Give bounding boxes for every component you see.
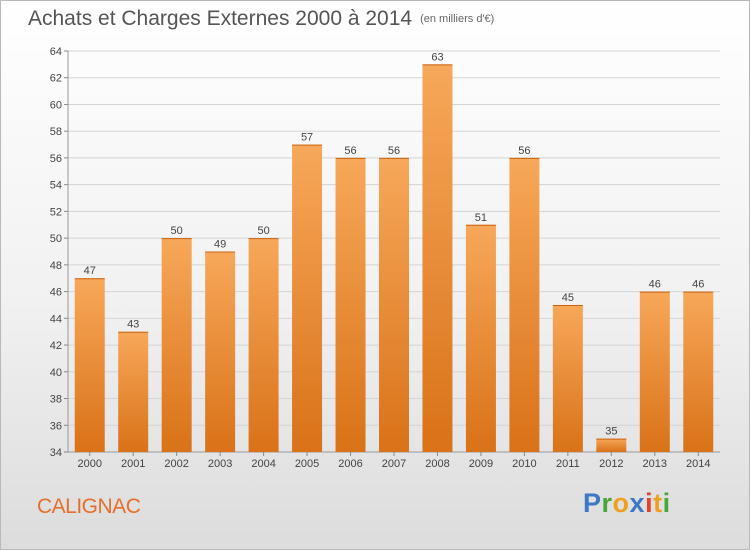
bar-2007 [379,157,409,452]
x-tick-label: 2006 [338,458,362,470]
y-tick-label: 44 [50,313,62,325]
data-labels: 47 43 50 49 50 57 56 56 63 51 56 45 35 46 46 [84,51,705,437]
commune-name: CALIGNAC [37,495,141,518]
chart-title: Achats et Charges Externes 2000 à 2014 (e… [28,7,494,31]
y-tick-label: 42 [50,340,62,352]
bar-2014 [683,291,714,452]
x-tick-label: 2013 [643,458,667,470]
bar-2006 [335,157,366,452]
y-tick-label: 40 [50,367,62,379]
bar-2003 [205,251,236,452]
bar-2005 [292,144,323,453]
data-label: 63 [431,51,443,63]
bar-2004 [248,238,279,452]
data-label: 57 [301,132,313,144]
y-tick-label: 58 [50,126,62,138]
bar-2010 [509,157,540,452]
x-tick-label: 2014 [686,458,710,470]
x-tick-label: 2011 [556,458,580,470]
bar-2012 [596,438,627,452]
y-tick-label: 62 [50,73,62,85]
x-tick-label: 2012 [599,458,623,470]
x-tick-label: 2000 [77,458,101,470]
data-label: 43 [127,319,139,331]
data-label: 45 [562,292,574,304]
proxiti-logo: Proxiti [583,488,671,518]
bar-2009 [465,224,496,452]
data-label: 56 [388,145,400,157]
bar-2000 [74,278,105,452]
y-tick-label: 38 [50,394,62,406]
y-tick-label: 34 [50,447,62,459]
x-tick-label: 2010 [512,458,536,470]
y-tick-label: 54 [50,180,62,192]
y-tick-label: 52 [50,206,62,218]
data-label: 56 [344,145,356,157]
data-label: 47 [84,265,96,277]
data-label: 46 [649,279,661,291]
data-label: 50 [171,225,183,237]
x-tick-label: 2003 [208,458,232,470]
chart-title-text: Achats et Charges Externes 2000 à 2014 [28,7,413,30]
data-label: 51 [475,212,487,224]
y-tick-label: 50 [50,233,62,245]
x-tick-label: 2009 [469,458,493,470]
data-label: 50 [257,225,269,237]
bars [74,64,714,453]
bar-2002 [161,238,192,452]
bar-2013 [639,291,670,452]
data-label: 35 [605,426,617,438]
bar-2001 [118,331,149,452]
bar-2008 [422,64,453,452]
y-tick-label: 56 [50,153,62,165]
x-tick-label: 2004 [251,458,275,470]
x-tick-label: 2002 [164,458,188,470]
y-tick-label: 48 [50,260,62,272]
x-tick-label: 2007 [382,458,406,470]
x-tick-label: 2005 [295,458,319,470]
data-label: 46 [692,279,704,291]
data-label: 56 [518,145,530,157]
x-tick-label: 2008 [425,458,449,470]
data-label: 49 [214,239,226,251]
y-tick-label: 64 [50,46,62,58]
y-tick-label: 36 [50,420,62,432]
chart-subtitle: (en milliers d'€) [420,13,495,25]
y-tick-label: 46 [50,287,62,299]
x-tick-label: 2001 [121,458,145,470]
bar-2011 [552,304,583,452]
y-tick-label: 60 [50,99,62,111]
